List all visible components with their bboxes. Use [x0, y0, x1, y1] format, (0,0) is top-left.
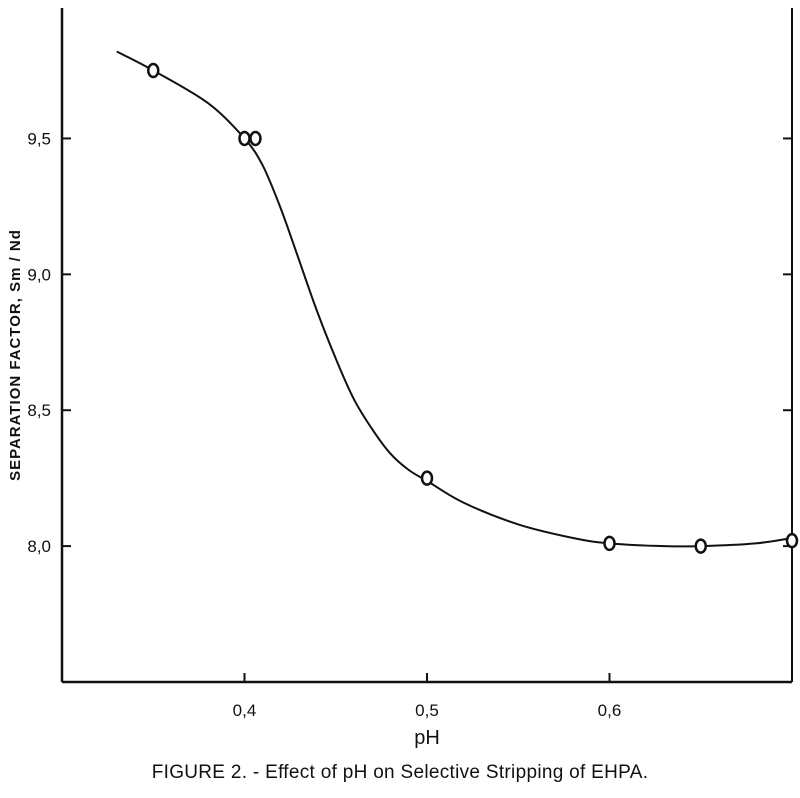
x-axis-label: pH: [414, 727, 440, 749]
y-tick-label: 8,5: [27, 401, 51, 420]
data-point: [238, 130, 251, 147]
y-tick-label: 9,0: [27, 265, 51, 284]
y-axis-label: SEPARATION FACTOR, Sm / Nd: [7, 229, 24, 481]
tick-labels: 8,0 8,5 9,0 9,5 0,4 0,5 0,6: [27, 129, 621, 720]
x-tick-label: 0,5: [415, 701, 439, 720]
x-tick-label: 0,6: [598, 701, 622, 720]
data-point: [249, 130, 262, 147]
plot-axes: [60, 8, 793, 684]
data-point: [694, 538, 707, 554]
y-tick-label: 8,0: [27, 537, 51, 556]
data-point: [420, 470, 434, 486]
tick-marks: [62, 137, 792, 682]
data-point: [147, 62, 160, 79]
y-tick-label: 9,5: [27, 129, 51, 148]
data-point: [603, 535, 616, 552]
fit-curve: [116, 50, 793, 548]
x-tick-label: 0,4: [233, 701, 257, 720]
data-points: [147, 62, 799, 554]
chart: 8,0 8,5 9,0 9,5 0,4 0,5 0,6 SEPARATION FACTOR,…: [7, 8, 799, 749]
data-point: [785, 532, 799, 549]
figure-caption: FIGURE 2. - Effect of pH on Selective St…: [151, 762, 649, 783]
